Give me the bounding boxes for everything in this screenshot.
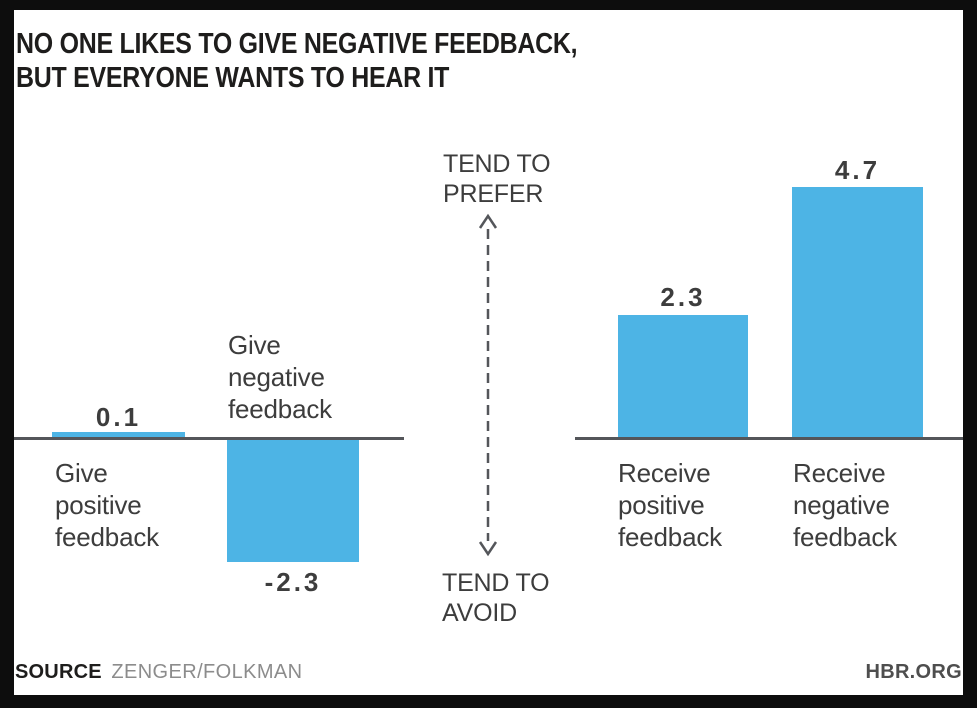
value-label-receive-negative: 4.7	[834, 155, 881, 185]
category-label-receive-positive: Receive positive feedback	[618, 458, 722, 552]
category-label-give-positive: Give positive feedback	[55, 458, 159, 552]
chart-title: NO ONE LIKES TO GIVE NEGATIVE FEEDBACK, …	[16, 27, 578, 95]
hbr-org-label: HBR.ORG	[865, 661, 962, 683]
category-label-give-negative: Give negative feedback	[228, 330, 332, 424]
annotation-tend-to-avoid: TEND TO AVOID	[442, 568, 550, 628]
annotation-tend-to-prefer-line1: TEND TO	[443, 150, 551, 178]
chart-title-line2: BUT EVERYONE WANTS TO HEAR IT	[16, 62, 450, 94]
value-label-give-positive: 0.1	[95, 402, 142, 432]
annotation-tend-to-avoid-line2: AVOID	[442, 599, 517, 627]
value-label-give-negative: -2.3	[264, 567, 322, 597]
bar-give-negative-feedback	[227, 440, 359, 562]
left-baseline-axis	[14, 437, 404, 440]
value-label-receive-positive: 2.3	[660, 282, 706, 312]
annotation-tend-to-prefer: TEND TO PREFER	[443, 149, 551, 209]
bar-receive-positive-feedback	[618, 315, 748, 437]
annotation-tend-to-avoid-line1: TEND TO	[442, 569, 550, 597]
category-label-receive-negative: Receive negative feedback	[793, 458, 897, 552]
bar-receive-negative-feedback	[792, 187, 923, 437]
source-value: ZENGER/FOLKMAN	[111, 661, 303, 683]
bar-give-positive-feedback	[52, 432, 185, 437]
chart-canvas: NO ONE LIKES TO GIVE NEGATIVE FEEDBACK, …	[14, 10, 963, 695]
right-baseline-axis	[575, 437, 963, 440]
double-headed-arrow-icon	[478, 213, 498, 557]
chart-title-line1: NO ONE LIKES TO GIVE NEGATIVE FEEDBACK,	[16, 28, 578, 60]
source-line: SOURCE ZENGER/FOLKMAN	[15, 661, 303, 684]
source-label: SOURCE	[15, 661, 102, 683]
annotation-tend-to-prefer-line2: PREFER	[443, 180, 544, 208]
